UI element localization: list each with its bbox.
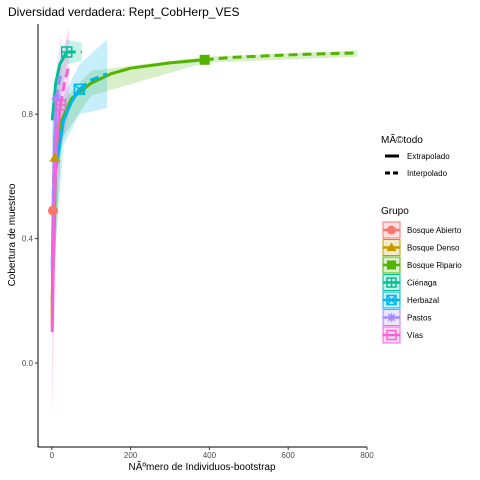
x-tick-label: 200 (124, 451, 138, 460)
point-vias (54, 99, 67, 111)
y-tick-label: 0.0 (22, 359, 34, 368)
legend-method: MÃ©todo Extrapolado Interpolado (381, 133, 450, 178)
legend-group-title: Grupo (381, 206, 409, 217)
legend-method-title: MÃ©todo (381, 133, 423, 146)
legend-label-bosque-abierto: Bosque Abierto (407, 226, 462, 235)
y-tick-label: 0.4 (22, 235, 34, 244)
chart-title: Diversidad verdadera: Rept_CobHerp_VES (8, 5, 239, 19)
observed-markers (47, 46, 210, 216)
line-interpolado-vias (50, 104, 62, 332)
legend-label-cienaga: Ciénaga (407, 279, 437, 288)
legend-marker-vias (386, 329, 397, 341)
legend-marker-cienaga (386, 277, 397, 288)
x-axis-ticks: 0 200 400 600 800 (50, 447, 374, 460)
legend-marker-herbazal (386, 294, 397, 306)
legend-label-bosque-ripario: Bosque Ripario (407, 261, 462, 270)
x-tick-label: 400 (203, 451, 217, 460)
legend-label-herbazal: Herbazal (407, 296, 439, 305)
y-axis-title: Cobertura de muestreo (7, 183, 18, 286)
y-axis-ticks: 0.0 0.4 0.8 (22, 110, 38, 368)
x-tick-label: 800 (360, 451, 374, 460)
x-tick-label: 0 (50, 451, 55, 460)
point-herbazal (73, 83, 86, 96)
point-bosque-ripario (199, 54, 210, 65)
x-tick-label: 600 (282, 451, 296, 460)
point-bosque-denso (49, 152, 61, 162)
legend-label-bosque-denso: Bosque Denso (407, 244, 460, 253)
point-pastos (51, 93, 62, 104)
point-bosque-abierto (47, 205, 58, 216)
point-cienaga (61, 46, 73, 58)
legend-marker-bosque-denso (386, 242, 397, 252)
legend-marker-bosque-ripario (387, 260, 396, 270)
legend-marker-bosque-abierto (387, 225, 396, 235)
legend-label-extrapolado: Extrapolado (407, 152, 450, 161)
x-axis-title: NÃºmero de Individuos-bootstrap (128, 460, 275, 473)
line-extrapolado-vias (59, 64, 71, 106)
legend-label-interpolado: Interpolado (407, 169, 448, 178)
plot-area (47, 27, 358, 419)
legend-label-vias: Vías (407, 331, 423, 340)
line-extrapolado-bosque-ripario (204, 51, 358, 62)
legend-marker-pastos (387, 313, 396, 322)
line-extrapolado-pastos (55, 73, 63, 99)
legend-label-pastos: Pastos (407, 314, 431, 323)
legend-group: Grupo Bosque Abierto Bosque Denso Bosque R… (381, 206, 462, 344)
y-tick-label: 0.8 (22, 110, 34, 119)
